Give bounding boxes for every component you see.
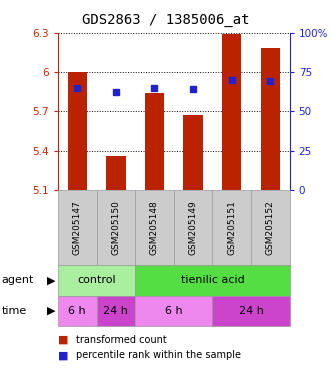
Text: GSM205147: GSM205147: [73, 200, 82, 255]
Text: 6 h: 6 h: [165, 306, 183, 316]
Bar: [183, 115, 203, 190]
Text: agent: agent: [2, 275, 34, 285]
Text: GSM205148: GSM205148: [150, 200, 159, 255]
Bar: [145, 93, 164, 190]
Text: ▶: ▶: [47, 275, 56, 285]
Bar: [222, 34, 241, 190]
Text: 24 h: 24 h: [239, 306, 263, 316]
Bar: [68, 72, 87, 190]
Text: 24 h: 24 h: [103, 306, 128, 316]
Bar: [106, 156, 125, 190]
Text: time: time: [2, 306, 27, 316]
Text: ▶: ▶: [47, 306, 56, 316]
Bar: [260, 48, 280, 190]
Text: tienilic acid: tienilic acid: [180, 275, 244, 285]
Text: GDS2863 / 1385006_at: GDS2863 / 1385006_at: [82, 13, 249, 27]
Text: ■: ■: [58, 335, 69, 345]
Text: GSM205149: GSM205149: [189, 200, 198, 255]
Text: percentile rank within the sample: percentile rank within the sample: [76, 350, 241, 360]
Text: ■: ■: [58, 350, 69, 360]
Text: GSM205150: GSM205150: [111, 200, 120, 255]
Text: transformed count: transformed count: [76, 335, 167, 345]
Text: control: control: [77, 275, 116, 285]
Text: 6 h: 6 h: [69, 306, 86, 316]
Text: GSM205152: GSM205152: [266, 200, 275, 255]
Text: GSM205151: GSM205151: [227, 200, 236, 255]
